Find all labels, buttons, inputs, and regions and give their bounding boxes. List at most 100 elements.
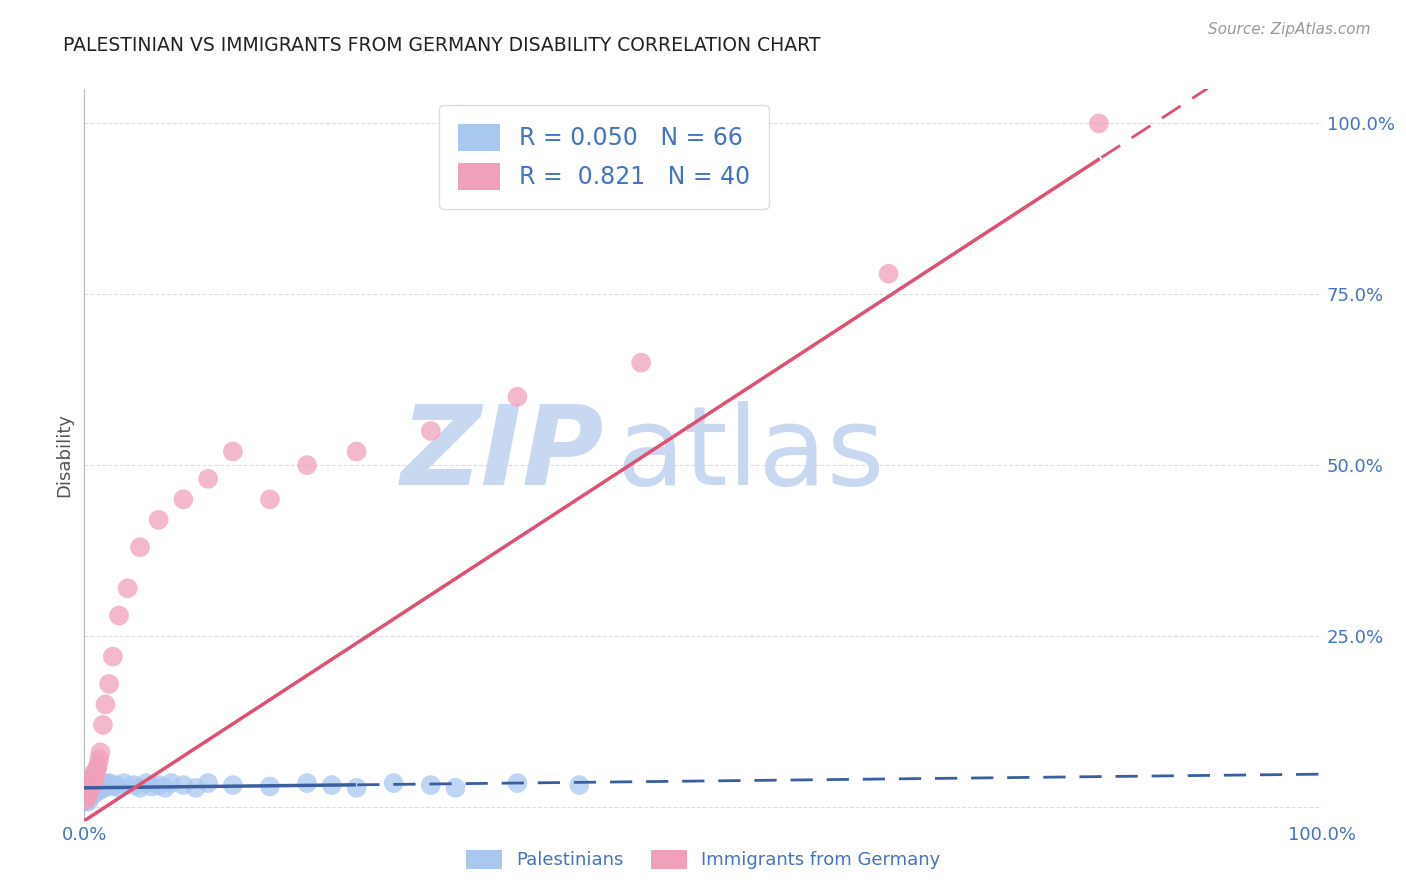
- Point: [77, 789, 100, 804]
- Point: [82, 783, 104, 797]
- Point: [79, 778, 101, 792]
- Point: [100, 780, 122, 794]
- Point: [77, 786, 100, 800]
- Point: [444, 780, 467, 795]
- Point: [135, 776, 157, 790]
- Point: [87, 783, 110, 797]
- Point: [568, 778, 591, 792]
- Point: [259, 780, 281, 794]
- Point: [83, 765, 105, 780]
- Point: [321, 778, 343, 792]
- Point: [222, 444, 245, 458]
- Point: [91, 778, 114, 792]
- Point: [79, 785, 101, 799]
- Text: PALESTINIAN VS IMMIGRANTS FROM GERMANY DISABILITY CORRELATION CHART: PALESTINIAN VS IMMIGRANTS FROM GERMANY D…: [63, 36, 821, 54]
- Point: [346, 780, 368, 795]
- Point: [148, 513, 170, 527]
- Point: [75, 793, 97, 807]
- Point: [172, 778, 194, 792]
- Text: ZIP: ZIP: [401, 401, 605, 508]
- Point: [75, 789, 97, 804]
- Point: [197, 776, 219, 790]
- Point: [76, 788, 98, 802]
- Point: [84, 780, 107, 794]
- Point: [141, 780, 163, 794]
- Point: [77, 791, 100, 805]
- Legend: Palestinians, Immigrants from Germany: Palestinians, Immigrants from Germany: [457, 841, 949, 879]
- Point: [82, 786, 104, 800]
- Point: [877, 267, 900, 281]
- Point: [86, 763, 108, 777]
- Point: [83, 780, 105, 795]
- Point: [222, 778, 245, 792]
- Point: [506, 776, 529, 790]
- Point: [148, 778, 170, 792]
- Point: [76, 793, 98, 807]
- Y-axis label: Disability: Disability: [55, 413, 73, 497]
- Point: [129, 540, 152, 554]
- Point: [89, 780, 111, 795]
- Point: [419, 424, 441, 438]
- Point: [90, 780, 112, 794]
- Point: [97, 778, 120, 792]
- Point: [86, 785, 108, 799]
- Point: [89, 776, 111, 790]
- Point: [80, 778, 103, 792]
- Point: [79, 783, 101, 797]
- Point: [382, 776, 405, 790]
- Point: [77, 783, 100, 797]
- Point: [1088, 116, 1111, 130]
- Point: [80, 780, 103, 795]
- Point: [184, 780, 207, 795]
- Point: [160, 776, 183, 790]
- Point: [89, 783, 111, 797]
- Point: [83, 785, 105, 799]
- Point: [112, 776, 135, 790]
- Point: [80, 772, 103, 787]
- Point: [79, 776, 101, 790]
- Point: [83, 772, 105, 787]
- Point: [172, 492, 194, 507]
- Point: [76, 786, 98, 800]
- Point: [82, 780, 104, 794]
- Point: [93, 780, 115, 795]
- Point: [79, 789, 101, 804]
- Point: [79, 786, 101, 800]
- Point: [80, 788, 103, 802]
- Point: [79, 780, 101, 795]
- Point: [122, 778, 145, 792]
- Point: [84, 767, 107, 781]
- Point: [117, 581, 139, 595]
- Point: [94, 776, 117, 790]
- Point: [87, 759, 110, 773]
- Point: [75, 795, 97, 809]
- Point: [108, 780, 131, 795]
- Point: [89, 745, 111, 759]
- Point: [77, 795, 100, 809]
- Point: [197, 472, 219, 486]
- Point: [98, 776, 121, 790]
- Point: [89, 752, 111, 766]
- Point: [630, 356, 652, 370]
- Point: [77, 788, 100, 802]
- Point: [153, 780, 176, 795]
- Point: [76, 791, 98, 805]
- Point: [79, 788, 101, 802]
- Point: [82, 769, 104, 783]
- Point: [506, 390, 529, 404]
- Point: [94, 698, 117, 712]
- Point: [75, 793, 97, 807]
- Point: [104, 778, 127, 792]
- Point: [77, 783, 100, 797]
- Point: [98, 677, 121, 691]
- Point: [96, 780, 118, 794]
- Point: [79, 783, 101, 797]
- Point: [101, 649, 124, 664]
- Point: [76, 789, 98, 804]
- Point: [80, 785, 103, 799]
- Point: [129, 780, 152, 795]
- Point: [259, 492, 281, 507]
- Legend: R = 0.050   N = 66, R =  0.821   N = 40: R = 0.050 N = 66, R = 0.821 N = 40: [439, 104, 769, 209]
- Point: [295, 776, 318, 790]
- Point: [79, 789, 101, 804]
